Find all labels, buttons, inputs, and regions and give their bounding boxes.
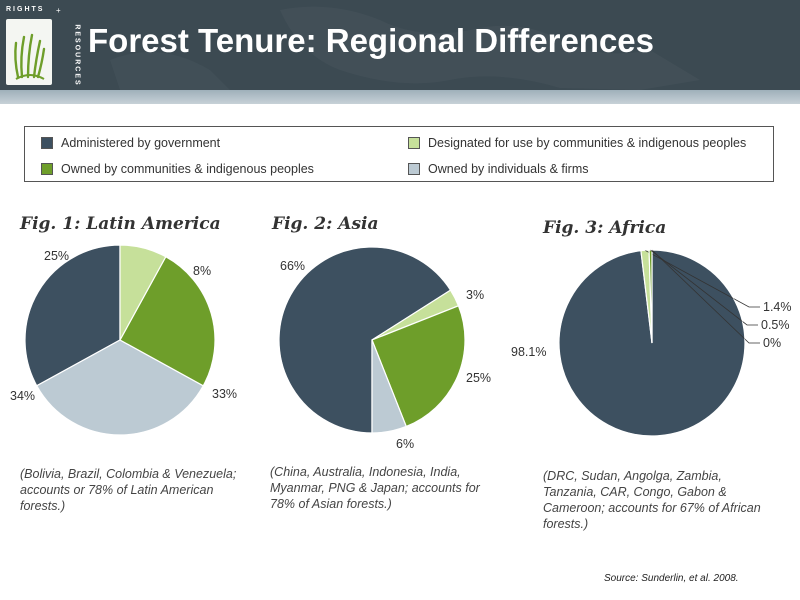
pie-outline bbox=[558, 249, 746, 437]
pie-slice-label: 3% bbox=[466, 288, 484, 302]
legend-label: Administered by government bbox=[61, 136, 221, 150]
pie-slice-label: 34% bbox=[10, 389, 35, 403]
legend-swatch bbox=[41, 163, 53, 175]
fig2-caption: (China, Australia, Indonesia, India, Mya… bbox=[270, 465, 480, 511]
fig3-title: Fig. 3: Africa bbox=[543, 218, 667, 238]
legend-swatch bbox=[41, 137, 53, 149]
label-leader-line bbox=[644, 249, 760, 308]
legend-item-communities: Owned by communities & indigenous people… bbox=[41, 162, 314, 176]
legend-item-designated: Designated for use by communities & indi… bbox=[408, 136, 746, 150]
pie-outline bbox=[24, 244, 216, 436]
label-leader-line bbox=[651, 249, 760, 344]
legend-label: Owned by individuals & firms bbox=[428, 162, 589, 176]
legend-item-government: Administered by government bbox=[41, 136, 220, 150]
legend-swatch bbox=[408, 137, 420, 149]
rights-resources-logo: RIGHTS + RESOURCES bbox=[6, 6, 81, 87]
pie-slice-label: 8% bbox=[193, 264, 211, 278]
fig1-caption: (Bolivia, Brazil, Colombia & Venezuela; … bbox=[20, 467, 237, 513]
label-leader-line bbox=[650, 249, 758, 326]
slide-header: RIGHTS + RESOURCES Forest Tenure: Region… bbox=[0, 0, 800, 90]
logo-top-text: RIGHTS bbox=[6, 6, 45, 13]
legend-swatch bbox=[408, 163, 420, 175]
legend-label: Owned by communities & indigenous people… bbox=[61, 162, 314, 176]
slide-title: Forest Tenure: Regional Differences bbox=[88, 22, 655, 59]
pie-slice-label: 1.4% bbox=[763, 300, 792, 314]
fig2-title: Fig. 2: Asia bbox=[272, 214, 379, 234]
pie-slice-label: 66% bbox=[280, 259, 305, 273]
fig1-title: Fig. 1: Latin America bbox=[20, 214, 221, 234]
logo-hands-icon bbox=[6, 19, 52, 85]
fig3-caption: (DRC, Sudan, Angolga, Zambia, Tanzania, … bbox=[543, 469, 761, 531]
pie-slice-label: 0.5% bbox=[761, 318, 790, 332]
pie-slice-label: 0% bbox=[763, 336, 781, 350]
legend-item-individuals: Owned by individuals & firms bbox=[408, 162, 588, 176]
logo-plus-sign: + bbox=[56, 6, 61, 15]
pie-slice-label: 6% bbox=[396, 437, 414, 451]
world-map-texture bbox=[110, 6, 700, 90]
pie-slice-label: 25% bbox=[466, 371, 491, 385]
legend-label: Designated for use by communities & indi… bbox=[428, 136, 747, 150]
chart-legend: Administered by government Designated fo… bbox=[24, 126, 774, 182]
header-stripe bbox=[0, 90, 800, 104]
pie-slice-label: 98.1% bbox=[511, 345, 546, 359]
source-citation: Source: Sunderlin, et al. 2008. bbox=[604, 573, 739, 584]
pie-slice-label: 25% bbox=[44, 249, 69, 263]
pie-outline bbox=[278, 246, 466, 434]
pie-slice-label: 33% bbox=[212, 387, 237, 401]
